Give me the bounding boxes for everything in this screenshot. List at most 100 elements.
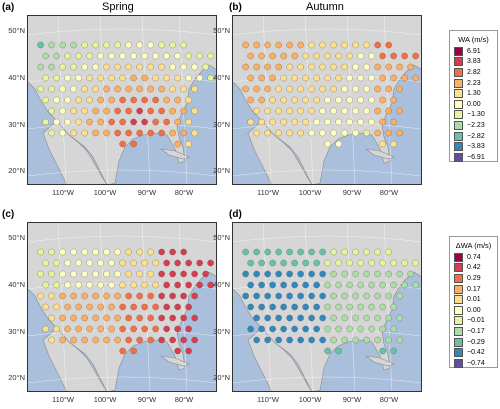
station-marker <box>341 248 348 256</box>
station-marker <box>330 314 337 322</box>
legend-swatch <box>454 295 463 305</box>
station-marker <box>280 303 287 311</box>
station-marker <box>379 140 386 148</box>
station-marker <box>136 63 143 71</box>
lat-label-40n-d: 40°N <box>213 280 230 289</box>
lon-label-100w-d: 100°W <box>298 395 322 404</box>
station-marker <box>368 281 375 289</box>
station-marker <box>291 118 298 126</box>
station-marker <box>136 248 143 256</box>
legend-label: −0.29 <box>467 338 485 346</box>
station-marker <box>264 248 271 256</box>
station-marker <box>269 325 276 333</box>
station-marker <box>114 292 121 300</box>
station-marker <box>352 107 359 115</box>
station-marker <box>324 74 331 82</box>
station-marker <box>48 41 55 49</box>
graticule-longitude <box>178 15 188 185</box>
station-marker <box>207 281 214 289</box>
station-marker <box>174 118 181 126</box>
station-marker <box>269 52 276 60</box>
station-marker <box>286 107 293 115</box>
station-marker <box>86 52 93 60</box>
station-marker <box>163 74 170 82</box>
station-marker <box>242 292 249 300</box>
station-marker <box>324 118 331 126</box>
legend-swatch <box>454 326 463 336</box>
station-marker <box>158 41 165 49</box>
station-marker <box>341 41 348 49</box>
graticule-longitude <box>383 222 393 392</box>
station-marker <box>324 52 331 60</box>
station-marker <box>92 107 99 115</box>
station-marker <box>319 270 326 278</box>
station-marker <box>42 325 49 333</box>
station-marker <box>396 314 403 322</box>
station-marker <box>379 259 386 267</box>
station-marker <box>196 52 203 60</box>
lon-label-110w-b: 110°W <box>256 188 280 197</box>
station-marker <box>158 270 165 278</box>
station-marker <box>396 336 403 344</box>
station-marker <box>86 325 93 333</box>
station-marker <box>297 41 304 49</box>
station-marker <box>374 292 381 300</box>
station-marker <box>341 85 348 93</box>
station-marker <box>108 259 115 267</box>
station-marker <box>185 96 192 104</box>
station-marker <box>379 74 386 82</box>
lat-label-20n-c: 20°N <box>8 373 25 382</box>
station-marker <box>180 292 187 300</box>
station-marker <box>385 129 392 137</box>
station-marker <box>75 118 82 126</box>
station-marker <box>185 325 192 333</box>
lon-label-80w-d: 80°W <box>379 395 399 404</box>
station-marker <box>130 140 137 148</box>
station-marker <box>407 63 414 71</box>
station-marker <box>308 107 315 115</box>
legend-swatch <box>454 305 463 315</box>
station-marker <box>401 281 408 289</box>
station-marker <box>163 325 170 333</box>
station-marker <box>114 129 121 137</box>
station-marker <box>59 129 66 137</box>
legend-row: 0.42 <box>454 263 497 274</box>
station-marker <box>152 74 159 82</box>
station-marker <box>169 270 176 278</box>
station-marker <box>185 259 192 267</box>
station-marker <box>247 325 254 333</box>
legend-wa-title: WA (m/s) <box>458 35 489 44</box>
station-marker <box>280 118 287 126</box>
station-marker <box>302 118 309 126</box>
station-marker <box>53 96 60 104</box>
station-marker <box>242 85 249 93</box>
station-marker <box>269 303 276 311</box>
station-marker <box>97 74 104 82</box>
station-marker <box>169 292 176 300</box>
station-marker <box>269 96 276 104</box>
legend-label: −6.91 <box>467 153 485 161</box>
station-marker <box>136 292 143 300</box>
station-marker <box>242 41 249 49</box>
legend-label: 0.00 <box>467 100 481 108</box>
station-marker <box>324 259 331 267</box>
station-marker <box>291 96 298 104</box>
lat-label-40n-a: 40°N <box>8 73 25 82</box>
station-marker <box>308 63 315 71</box>
legend-row: −0.01 <box>454 316 497 327</box>
station-marker <box>53 52 60 60</box>
station-marker <box>385 292 392 300</box>
station-marker <box>174 140 181 148</box>
station-marker <box>385 41 392 49</box>
graticule-latitude <box>232 235 422 243</box>
station-marker <box>396 63 403 71</box>
station-marker <box>335 281 342 289</box>
station-marker <box>191 85 198 93</box>
station-marker <box>379 325 386 333</box>
station-marker <box>242 248 249 256</box>
station-marker <box>264 336 271 344</box>
land-cuba <box>160 355 190 367</box>
station-marker <box>313 259 320 267</box>
lon-label-90w-a: 90°W <box>137 188 157 197</box>
legend-swatch <box>454 273 463 283</box>
